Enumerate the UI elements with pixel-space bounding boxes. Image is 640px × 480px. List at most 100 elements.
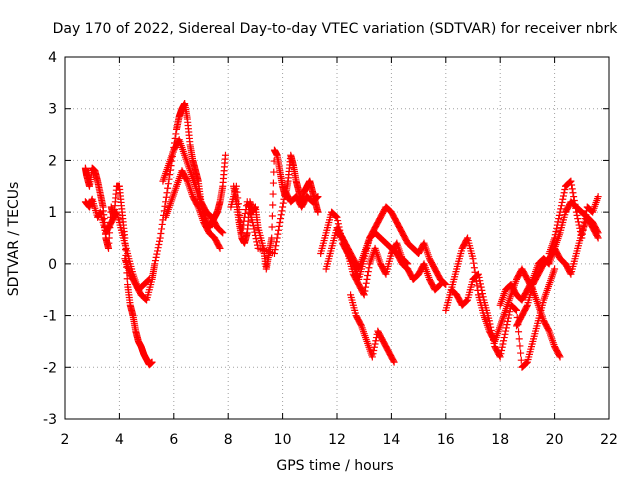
data-point [475, 273, 483, 281]
data-point [574, 215, 582, 223]
data-point [313, 193, 321, 201]
data-point [151, 257, 159, 265]
data-point [162, 193, 170, 201]
data-point [360, 291, 368, 299]
y-tick-label: 0 [48, 257, 57, 273]
data-point [561, 186, 569, 194]
y-tick-label: 3 [48, 102, 57, 118]
data-point [164, 184, 172, 192]
data-point [560, 189, 568, 197]
data-point [570, 197, 578, 205]
x-tick-label: 22 [600, 432, 618, 448]
data-point [368, 353, 376, 361]
data-point [215, 243, 223, 251]
data-point [270, 250, 278, 258]
data-point [517, 349, 525, 357]
data-point [275, 222, 283, 230]
x-tick-label: 16 [437, 432, 455, 448]
data-point [233, 188, 241, 196]
data-point [515, 335, 523, 343]
data-point [221, 151, 229, 159]
data-point [505, 311, 513, 319]
data-point [486, 320, 494, 328]
data-point [559, 195, 567, 203]
data-point [436, 281, 444, 289]
data-point [364, 268, 372, 276]
data-point [556, 353, 564, 361]
data-point [551, 265, 559, 273]
series-p [513, 213, 602, 330]
data-point [269, 201, 277, 209]
data-point [362, 279, 370, 287]
data-point [362, 283, 370, 291]
data-point [522, 359, 530, 367]
x-tick-label: 20 [546, 432, 564, 448]
data-point [489, 336, 497, 344]
data-point [557, 205, 565, 213]
data-point [435, 282, 443, 290]
data-point [487, 323, 495, 331]
data-point [166, 171, 174, 179]
x-tick-label: 14 [382, 432, 400, 448]
data-point [155, 240, 163, 248]
data-point [463, 297, 471, 305]
series-d [159, 136, 227, 237]
series-c [121, 100, 229, 304]
data-point [523, 359, 531, 367]
data-point [269, 190, 277, 198]
data-point [488, 330, 496, 338]
data-point [277, 211, 285, 219]
data-point [571, 200, 579, 208]
data-point [334, 220, 342, 228]
data-point [566, 178, 574, 186]
data-point [272, 238, 280, 246]
data-point [151, 260, 159, 268]
data-point [268, 223, 276, 231]
data-point [570, 193, 578, 201]
data-point [390, 358, 398, 366]
x-tick-label: 4 [115, 432, 124, 448]
data-point [558, 198, 566, 206]
data-point [477, 283, 485, 291]
data-point [216, 244, 224, 252]
data-point [156, 234, 164, 242]
chart-title: Day 170 of 2022, Sidereal Day-to-day VTE… [53, 21, 619, 37]
data-point [479, 290, 487, 298]
series-b [81, 195, 153, 294]
y-tick-label: 2 [48, 153, 57, 169]
data-point [502, 327, 510, 335]
data-point [500, 334, 508, 342]
data-point [512, 306, 520, 314]
data-point [240, 217, 248, 225]
data-point [148, 358, 156, 366]
data-point [498, 346, 506, 354]
data-point [361, 287, 369, 295]
data-point [253, 241, 261, 249]
data-point [364, 271, 372, 279]
data-point [500, 337, 508, 345]
data-point [555, 352, 563, 360]
y-tick-label: -2 [43, 360, 57, 376]
data-point [485, 317, 493, 325]
data-point [363, 275, 371, 283]
x-axis-label: GPS time / hours [276, 458, 393, 474]
series-k [322, 224, 412, 299]
data-point [333, 213, 341, 221]
data-point [517, 356, 525, 364]
y-tick-label: 1 [48, 205, 57, 221]
x-tick-label: 2 [61, 432, 70, 448]
data-point [313, 194, 321, 202]
data-point [557, 202, 565, 210]
data-point [504, 317, 512, 325]
data-point [462, 297, 470, 305]
data-point [506, 308, 514, 316]
data-point [279, 203, 287, 211]
data-point [515, 328, 523, 336]
data-point [152, 253, 160, 261]
data-point [404, 260, 412, 268]
data-point [334, 217, 342, 225]
data-point [499, 340, 507, 348]
data-point [369, 350, 377, 358]
data-point [502, 324, 510, 332]
data-point [268, 212, 276, 220]
